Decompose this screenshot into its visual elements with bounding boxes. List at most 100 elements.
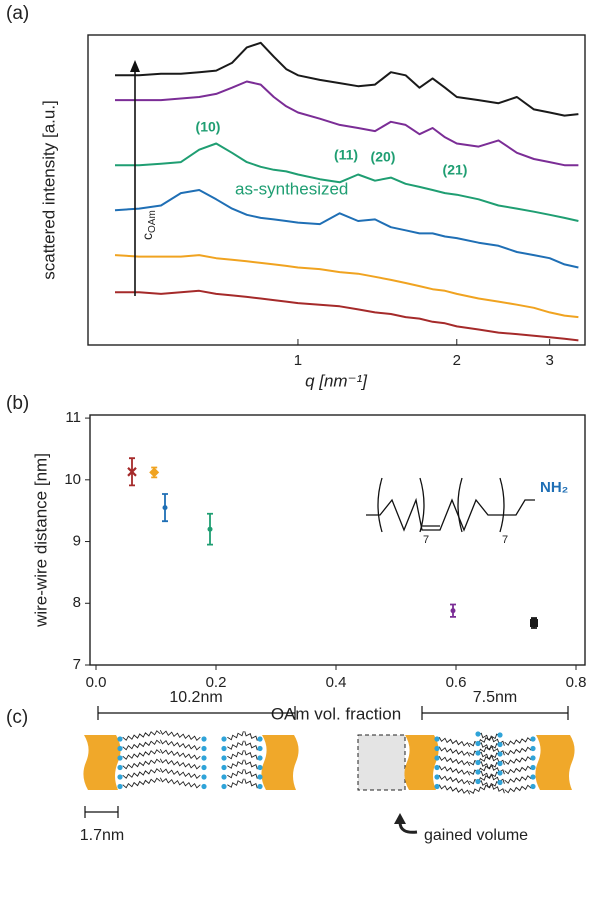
ligand-chain [159, 767, 201, 780]
ligand-chain [504, 746, 532, 756]
peak-label: (11) [334, 147, 358, 163]
ligand-chain [122, 768, 161, 779]
ligand-chain [438, 765, 471, 776]
peak-label: (20) [371, 149, 396, 165]
molecule [366, 477, 535, 533]
wire [535, 735, 575, 790]
head-group [475, 750, 481, 756]
ligand-chain [244, 769, 258, 779]
curve [114, 189, 579, 269]
x-tick-label: 2 [453, 352, 461, 369]
curve [115, 142, 579, 222]
head-group [221, 745, 227, 752]
marker [149, 467, 160, 478]
ligand-chain [438, 755, 471, 767]
ligand-chain [438, 784, 471, 795]
head-group [475, 740, 481, 747]
head-group [497, 741, 503, 748]
marker [450, 608, 456, 614]
head-group [497, 770, 503, 776]
curve [115, 80, 579, 167]
y-tick-label: 8 [73, 594, 81, 611]
annotations: (10) (11) (20) (21) as-synthesized [196, 119, 468, 199]
head-group [434, 774, 440, 780]
head-group [221, 783, 227, 790]
head-group [530, 774, 536, 780]
marker [207, 526, 213, 532]
curve [115, 289, 579, 342]
x-tick-label: 3 [546, 352, 554, 369]
head-group [201, 783, 207, 790]
wire [404, 735, 439, 790]
head-group [475, 759, 481, 766]
head-group [201, 736, 207, 742]
points [127, 457, 538, 629]
peak-label: (21) [443, 162, 468, 178]
head-group [201, 745, 207, 752]
ligand-chain [477, 780, 505, 794]
head-group [497, 779, 503, 786]
symbol: c [139, 233, 155, 240]
ligand-chain [159, 739, 201, 751]
ligand-chain [438, 774, 471, 786]
head-group [530, 745, 536, 752]
sample-label: as-synthesized [235, 179, 348, 198]
plot-frame [87, 34, 586, 346]
head-group [221, 764, 227, 771]
head-group [257, 774, 263, 780]
ligand-chain [244, 740, 258, 751]
diagram [83, 706, 575, 834]
ligand-chain [122, 749, 161, 760]
ligand-chain [469, 762, 501, 775]
head-group [497, 732, 503, 738]
y-tick-label: 7 [73, 656, 81, 673]
head-group [530, 736, 536, 742]
x-tick-label: 0.4 [326, 674, 347, 691]
head-group [117, 764, 123, 771]
head-group [530, 764, 536, 771]
head-group [257, 764, 263, 771]
panel-label: (c) [6, 707, 28, 728]
wire [261, 735, 299, 790]
ligand-chain [244, 759, 258, 770]
x-tick-label: 0.0 [86, 674, 107, 691]
marker [127, 467, 137, 477]
ligand-chain [227, 769, 244, 779]
head-group [257, 736, 263, 742]
ligand-chain [159, 729, 201, 742]
ligand-chain [244, 750, 258, 760]
head-group [475, 778, 481, 785]
curve [114, 254, 579, 319]
ligand-chain [438, 736, 471, 748]
ligand-chain [469, 771, 501, 785]
distance-label: 7.5nm [473, 689, 517, 706]
panel-label: (b) [6, 393, 29, 414]
head-group [221, 774, 227, 780]
marker [162, 505, 168, 511]
ligand-chain [122, 730, 161, 741]
head-group [117, 745, 123, 752]
bracket [377, 477, 505, 533]
marker [530, 619, 538, 628]
ligand-chain [122, 758, 161, 770]
head-group [117, 783, 123, 790]
head-group [434, 736, 440, 742]
arrow-head [394, 813, 406, 824]
ligand-chain [244, 731, 258, 741]
ligand-chain [438, 746, 471, 757]
head-group [117, 736, 123, 742]
head-group [434, 745, 440, 752]
arrow-head [130, 60, 140, 72]
repeat: 7 [502, 534, 508, 546]
bond [366, 497, 535, 532]
ligand-chain [227, 750, 244, 760]
head-group [475, 731, 481, 737]
ligand-chain [504, 775, 532, 784]
x-tick-label: 1 [294, 352, 302, 369]
gained-volume-box [357, 734, 406, 791]
head-group [257, 745, 263, 752]
arrow-label: cOAm [139, 210, 158, 240]
amine: NH₂ [540, 479, 568, 496]
